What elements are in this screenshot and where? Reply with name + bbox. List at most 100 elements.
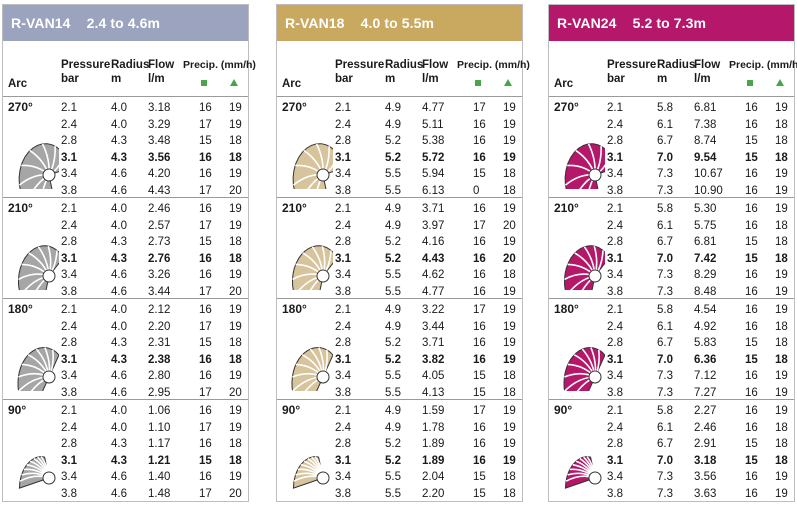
arc-label: 210° (554, 201, 579, 215)
pressure-cell: 3.4 (335, 269, 351, 281)
table-row: 3.4 5.5 2.04 15 18 (277, 469, 522, 486)
pressure-cell: 2.1 (607, 203, 623, 215)
arc-label: 270° (8, 100, 33, 114)
pressure-cell: 3.1 (607, 353, 623, 366)
table-row: 2.8 6.7 6.81 15 18 (549, 234, 794, 251)
table-row: 2.4 6.1 2.46 16 18 (549, 420, 794, 437)
radius-cell: 4.6 (111, 269, 127, 281)
pressure-cell: 3.4 (61, 370, 77, 382)
precip-triangle-cell: 18 (775, 421, 788, 434)
precip-triangle-cell: 19 (503, 421, 516, 434)
table-row: 2.1 4.0 1.06 16 19 (3, 403, 248, 420)
pressure-cell: 3.1 (335, 252, 351, 265)
precip-triangle-cell: 18 (503, 269, 516, 281)
flow-cell: 3.71 (422, 337, 445, 349)
table-row: 3.1 7.0 9.54 15 18 (549, 150, 794, 167)
precip-triangle-cell: 19 (775, 269, 788, 281)
table-row: 2.1 5.8 2.27 16 19 (549, 403, 794, 420)
radius-cell: 4.3 (111, 337, 127, 349)
pressure-cell: 2.1 (335, 405, 351, 417)
flow-cell: 5.38 (422, 135, 445, 147)
arc-label: 270° (554, 100, 579, 114)
arc-group-180: 180° 2.1 4.0 2.12 16 19 2.4 4.0 2.20 17 19 2.8 4.3 2.… (3, 299, 248, 418)
precip-square-cell: 16 (473, 252, 486, 265)
precip-triangle-cell: 18 (775, 320, 788, 333)
flow-cell: 2.73 (148, 236, 171, 248)
table-row: 3.8 4.6 3.44 17 20 (3, 284, 248, 301)
radius-cell: 4.9 (385, 118, 401, 131)
precip-triangle-cell: 18 (229, 252, 242, 265)
pressure-cell: 2.8 (335, 337, 351, 349)
flow-header: Flow (148, 59, 175, 71)
precip-square-cell: 17 (199, 219, 212, 232)
flow-cell: 4.62 (422, 269, 445, 281)
flow-cell: 4.16 (422, 236, 445, 248)
flow-cell: 4.43 (148, 184, 171, 197)
radius-cell: 4.9 (385, 102, 401, 114)
radius-cell: 4.3 (111, 454, 127, 467)
pressure-cell: 2.1 (335, 203, 351, 215)
flow-cell: 2.04 (422, 471, 445, 483)
precip-square-cell: 16 (473, 135, 486, 147)
precip-triangle-cell: 20 (229, 386, 242, 399)
precip-header: Precip. (mm/h) (457, 59, 530, 71)
radius-cell: 4.6 (111, 386, 127, 399)
table-row: 2.1 4.0 2.46 16 19 (3, 201, 248, 218)
precip-square-cell: 0 (473, 184, 480, 197)
precip-square-cell: 16 (473, 118, 486, 131)
radius-cell: 4.9 (385, 203, 401, 215)
radius-cell: 5.2 (385, 151, 401, 164)
precip-triangle-cell: 19 (229, 269, 242, 281)
radius-cell: 7.0 (657, 454, 673, 467)
table-row: 3.1 5.2 5.72 16 19 (277, 150, 522, 167)
pressure-cell: 3.8 (61, 184, 77, 197)
square-spacing-icon (201, 80, 207, 86)
flow-cell: 1.10 (148, 421, 171, 434)
precip-square-cell: 15 (745, 454, 758, 467)
flow-cell: 2.57 (148, 219, 171, 232)
precip-square-cell: 15 (745, 236, 758, 248)
flow-cell: 3.56 (148, 151, 171, 164)
table-row: 3.8 5.5 2.20 15 18 (277, 486, 522, 503)
table-row: 2.8 4.3 1.17 16 18 (3, 436, 248, 453)
precip-square-cell: 16 (745, 285, 758, 298)
model-name: R-VAN24 (557, 15, 617, 31)
radius-range: 4.0 to 5.5m (360, 15, 435, 31)
pressure-cell: 3.1 (607, 252, 623, 265)
radius-cell: 4.6 (111, 285, 127, 298)
precip-square-cell: 15 (745, 353, 758, 366)
table-row: 3.8 4.6 4.43 17 20 (3, 183, 248, 200)
precip-triangle-cell: 20 (229, 487, 242, 500)
radius-cell: 4.3 (111, 135, 127, 147)
precip-square-cell: 17 (199, 386, 212, 399)
flow-cell: 2.80 (148, 370, 171, 382)
table-row: 3.1 7.0 3.18 15 18 (549, 453, 794, 470)
pressure-cell: 2.4 (607, 320, 623, 333)
flow-cell: 3.18 (694, 454, 717, 467)
table-row: 2.4 4.0 2.20 17 19 (3, 319, 248, 336)
precip-square-cell: 17 (473, 304, 486, 316)
radius-range: 2.4 to 4.6m (86, 15, 161, 31)
pressure-unit: bar (61, 73, 79, 85)
flow-cell: 2.91 (694, 438, 717, 450)
pressure-header: Pressure (607, 59, 657, 71)
precip-square-cell: 15 (199, 337, 212, 349)
radius-unit: m (657, 73, 668, 85)
model-name: R-VAN14 (11, 15, 71, 31)
precip-triangle-cell: 18 (775, 353, 788, 366)
precip-triangle-cell: 19 (503, 118, 516, 131)
column-headers: Arc Pressure bar Radius m Flow l/m Precip. (mm/… (277, 41, 530, 97)
pressure-cell: 2.4 (61, 421, 77, 434)
precip-triangle-cell: 18 (775, 252, 788, 265)
pressure-cell: 3.8 (335, 487, 351, 500)
radius-cell: 5.2 (385, 135, 401, 147)
precip-square-cell: 16 (745, 118, 758, 131)
table-row: 3.8 5.5 4.77 16 19 (277, 284, 522, 301)
radius-cell: 5.2 (385, 337, 401, 349)
flow-cell: 3.18 (148, 102, 171, 114)
precip-square-cell: 17 (199, 487, 212, 500)
pressure-cell: 2.1 (335, 304, 351, 316)
flow-cell: 3.71 (422, 203, 445, 215)
precip-triangle-cell: 19 (775, 487, 788, 500)
precip-square-cell: 16 (745, 219, 758, 232)
